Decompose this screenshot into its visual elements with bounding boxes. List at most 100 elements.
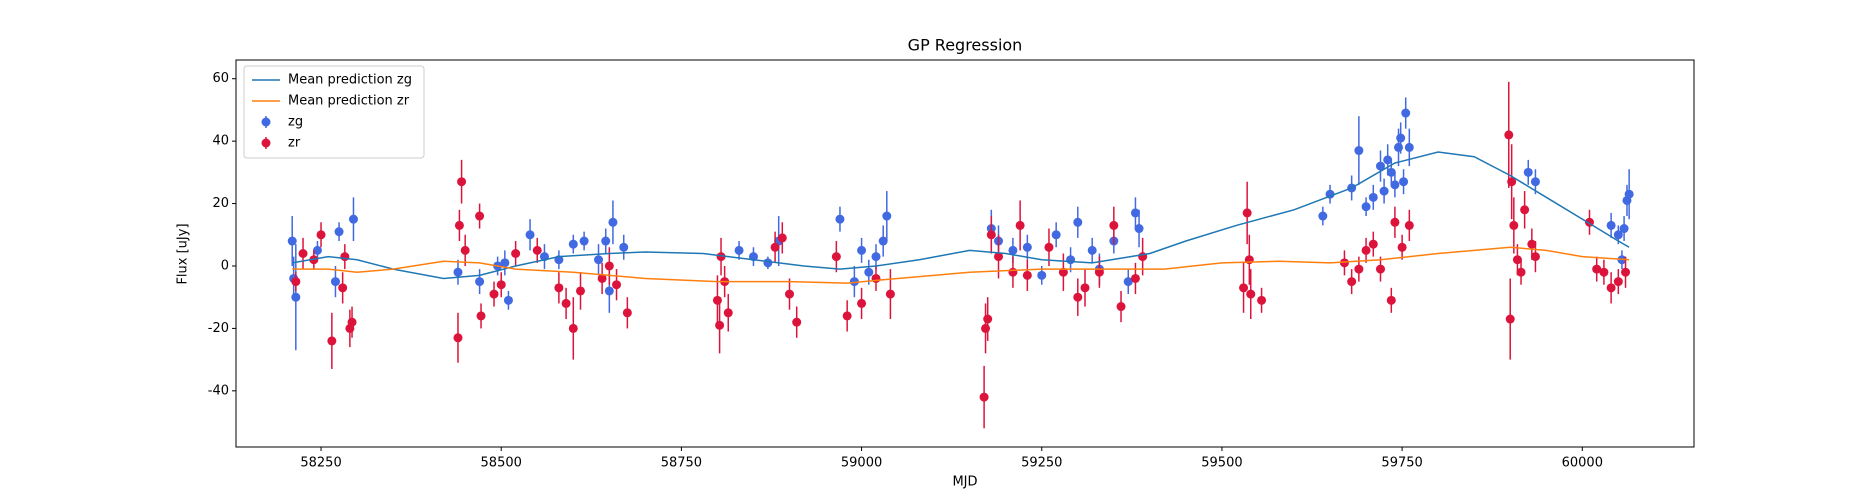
data-point (986, 230, 996, 240)
data-point (457, 177, 467, 187)
data-point (857, 298, 867, 308)
legend-label: Mean prediction zg (288, 73, 412, 88)
data-point (334, 227, 344, 237)
data-point (597, 273, 607, 283)
data-point (460, 245, 470, 255)
data-point (612, 280, 622, 290)
legend-label: zr (288, 136, 301, 151)
data-point (842, 311, 852, 321)
data-point (1130, 208, 1140, 218)
data-point (316, 230, 326, 240)
data-point (1394, 142, 1404, 152)
data-point (1354, 264, 1364, 274)
data-point (1530, 177, 1540, 187)
data-point (1022, 242, 1032, 252)
data-point (1399, 177, 1409, 187)
data-point (1397, 242, 1407, 252)
legend-swatch (261, 138, 271, 148)
data-point (785, 289, 795, 299)
data-point (1592, 264, 1602, 274)
data-point (1613, 277, 1623, 287)
data-point (348, 214, 358, 224)
data-point (1044, 242, 1054, 252)
data-point (716, 252, 726, 262)
data-point (994, 252, 1004, 262)
data-point (291, 277, 301, 287)
data-point (882, 211, 892, 221)
data-point (338, 283, 348, 293)
data-point (1051, 230, 1061, 240)
data-point (601, 236, 611, 246)
data-point (835, 214, 845, 224)
data-point (476, 311, 486, 321)
data-point (983, 314, 993, 324)
data-point (1318, 211, 1328, 221)
data-point (1527, 239, 1537, 249)
data-point (608, 217, 618, 227)
data-point (1058, 267, 1068, 277)
data-point (1599, 267, 1609, 277)
data-point (1246, 289, 1256, 299)
chart-title: GP Regression (908, 36, 1023, 55)
data-point (503, 295, 513, 305)
data-point (1383, 155, 1393, 165)
legend-box (243, 65, 425, 159)
data-point (871, 273, 881, 283)
data-point (1109, 220, 1119, 230)
data-point (1094, 267, 1104, 277)
y-tick-label: 60 (212, 71, 229, 86)
data-point (1621, 267, 1631, 277)
data-point (298, 249, 308, 258)
x-tick-label: 59500 (1201, 456, 1242, 471)
data-point (554, 283, 564, 293)
data-point (1339, 258, 1349, 268)
data-point (1368, 192, 1378, 202)
data-point (454, 220, 464, 230)
x-tick-label: 58250 (300, 456, 341, 471)
data-point (347, 317, 357, 327)
data-point (475, 211, 485, 221)
data-point (763, 258, 773, 268)
data-point (1361, 202, 1371, 212)
y-tick-label: -20 (208, 321, 229, 336)
y-axis-label: Flux [uJy] (176, 223, 191, 284)
data-point (561, 298, 571, 308)
data-point (1239, 283, 1249, 293)
data-point (340, 252, 350, 262)
data-point (864, 267, 874, 277)
data-point (712, 295, 722, 305)
data-point (1379, 186, 1389, 196)
data-point (1242, 208, 1252, 218)
data-point (777, 233, 787, 243)
data-point (1361, 245, 1371, 255)
data-point (1509, 220, 1519, 230)
data-point (291, 292, 301, 302)
data-point (1390, 180, 1400, 190)
data-point (511, 249, 521, 258)
data-point (525, 230, 535, 240)
y-tick-label: -40 (208, 383, 229, 398)
data-point (604, 286, 614, 296)
legend-label: Mean prediction zr (288, 94, 410, 109)
data-point (770, 242, 780, 252)
data-point (576, 286, 586, 296)
data-point (1404, 220, 1414, 230)
x-axis-label: MJD (952, 475, 977, 490)
data-point (1347, 277, 1357, 287)
data-point (1396, 133, 1406, 143)
data-point (1401, 108, 1411, 118)
x-tick-label: 58500 (481, 456, 522, 471)
data-point (1504, 130, 1514, 140)
y-tick-label: 40 (212, 134, 229, 149)
data-point (981, 323, 991, 333)
data-point (330, 277, 340, 287)
data-point (594, 255, 604, 265)
data-point (1375, 161, 1385, 171)
data-point (489, 289, 499, 299)
data-point (1134, 224, 1144, 234)
data-point (1606, 283, 1616, 293)
data-point (619, 242, 629, 252)
data-point (878, 236, 888, 246)
legend-swatch (261, 117, 271, 127)
